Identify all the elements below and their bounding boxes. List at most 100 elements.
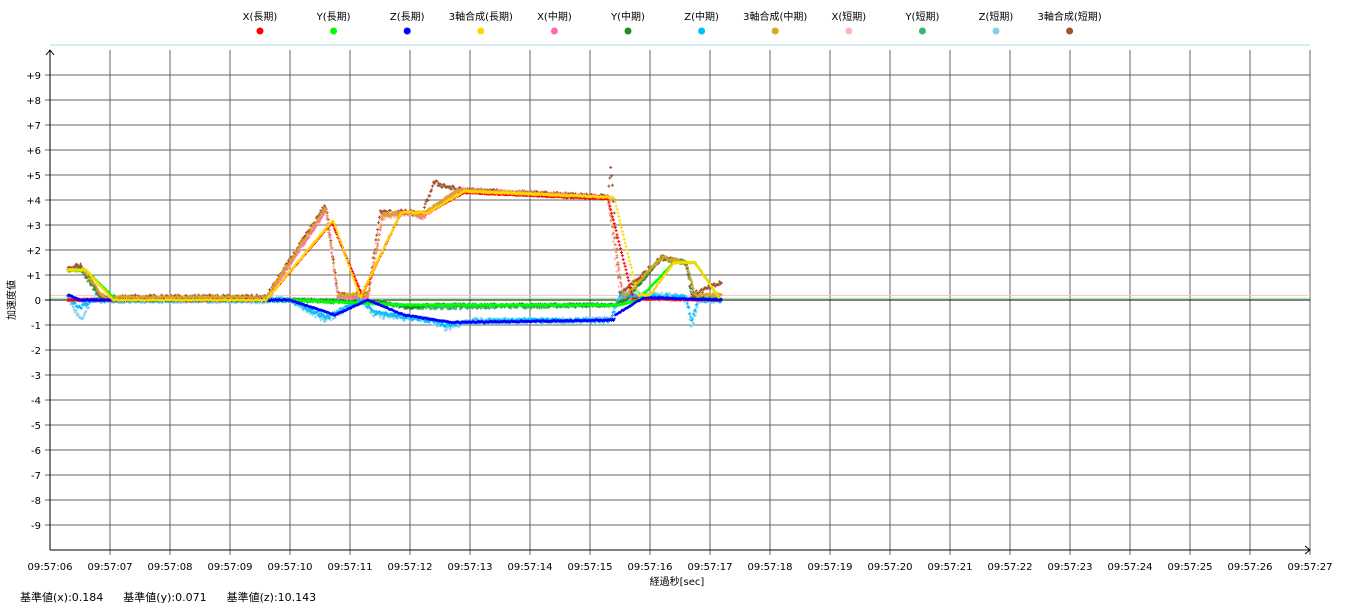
legend-marker — [403, 27, 411, 35]
data-points — [66, 166, 723, 332]
data-point — [319, 209, 323, 213]
data-point — [78, 265, 82, 269]
data-point — [432, 182, 436, 186]
legend-marker — [330, 27, 338, 35]
data-point — [625, 298, 629, 302]
y-tick-label: -9 — [31, 521, 41, 532]
data-point — [250, 293, 254, 297]
legend-label: Y(中期) — [610, 10, 645, 23]
data-point — [718, 280, 722, 284]
data-point — [376, 231, 380, 235]
data-point — [487, 306, 491, 310]
legend: X(長期) Y(長期) Z(長期) 3軸合成(長期) X(中期) Y(中期) Z(中期) 3軸… — [243, 10, 1102, 35]
x-tick-label: 09:57:12 — [388, 562, 433, 573]
data-point — [81, 315, 85, 319]
legend-item[interactable]: Z(中期) — [684, 10, 719, 35]
data-point — [614, 264, 618, 268]
legend-label: X(中期) — [537, 10, 572, 23]
data-point — [76, 312, 80, 316]
legend-marker — [698, 27, 706, 35]
data-point — [382, 314, 386, 318]
data-point — [81, 272, 85, 276]
x-tick-label: 09:57:19 — [808, 562, 853, 573]
data-point — [328, 316, 332, 320]
data-point — [613, 257, 617, 261]
data-point — [449, 327, 452, 331]
x-tick-label: 09:57:15 — [568, 562, 613, 573]
data-point — [412, 317, 416, 321]
data-point — [566, 305, 570, 309]
data-point — [440, 185, 444, 189]
data-point — [324, 210, 328, 214]
data-point — [375, 233, 379, 237]
data-point — [458, 324, 461, 328]
legend-marker — [256, 27, 264, 35]
y-tick-label: -7 — [31, 471, 41, 482]
y-tick-label: +1 — [26, 271, 41, 282]
data-point — [73, 310, 77, 314]
data-point — [444, 325, 448, 329]
data-point — [371, 262, 375, 266]
data-point — [422, 215, 426, 219]
legend-item[interactable]: X(長期) — [243, 11, 278, 35]
y-tick-label: +9 — [26, 71, 41, 82]
legend-item[interactable]: 3軸合成(中期) — [743, 10, 807, 35]
x-tick-label: 09:57:06 — [28, 562, 73, 573]
data-point — [294, 303, 298, 307]
legend-item[interactable]: X(短期) — [831, 10, 866, 35]
data-point — [319, 318, 323, 322]
data-point — [694, 310, 698, 314]
data-point — [431, 184, 434, 188]
data-point — [86, 302, 90, 306]
legend-label: Y(長期) — [316, 11, 351, 23]
data-point — [698, 301, 702, 305]
y-tick-label: +2 — [26, 246, 41, 257]
legend-item[interactable]: Y(短期) — [904, 10, 939, 35]
data-point — [377, 215, 381, 219]
data-point — [148, 293, 152, 297]
legend-item[interactable]: 3軸合成(長期) — [449, 10, 513, 35]
data-point — [74, 309, 78, 313]
data-point — [81, 303, 85, 307]
legend-item[interactable]: Z(短期) — [979, 10, 1014, 35]
data-point — [620, 297, 623, 301]
data-point — [435, 179, 439, 183]
legend-marker — [624, 27, 632, 35]
data-point — [322, 313, 326, 317]
data-point — [332, 257, 335, 261]
data-point — [660, 291, 664, 295]
data-point — [479, 306, 483, 310]
data-point — [423, 202, 427, 206]
grid — [45, 44, 1311, 555]
data-point — [313, 226, 317, 230]
legend-item[interactable]: 3軸合成(短期) — [1038, 10, 1102, 35]
data-point — [322, 211, 326, 215]
series-points — [66, 166, 723, 302]
legend-item[interactable]: Y(中期) — [610, 10, 645, 35]
data-point — [674, 292, 677, 296]
data-point — [387, 316, 391, 320]
data-point — [303, 241, 307, 245]
data-point — [83, 311, 87, 315]
legend-item[interactable]: X(中期) — [537, 10, 572, 35]
data-point — [258, 301, 262, 305]
data-point — [73, 264, 77, 268]
data-point — [304, 233, 308, 237]
data-point — [662, 258, 666, 262]
data-point — [374, 313, 378, 317]
data-point — [440, 323, 443, 327]
data-point — [466, 307, 470, 311]
data-point — [380, 210, 384, 214]
data-point — [607, 184, 611, 188]
legend-item[interactable]: Y(長期) — [316, 11, 351, 35]
x-tick-label: 09:57:26 — [1228, 562, 1273, 573]
x-tick-label: 09:57:25 — [1168, 562, 1213, 573]
legend-item[interactable]: Z(長期) — [390, 11, 425, 35]
data-point — [73, 301, 77, 305]
data-point — [80, 265, 83, 269]
data-point — [695, 305, 699, 309]
data-point — [617, 285, 621, 289]
legend-label: X(長期) — [243, 11, 278, 23]
data-point — [701, 288, 705, 292]
data-point — [310, 310, 314, 314]
